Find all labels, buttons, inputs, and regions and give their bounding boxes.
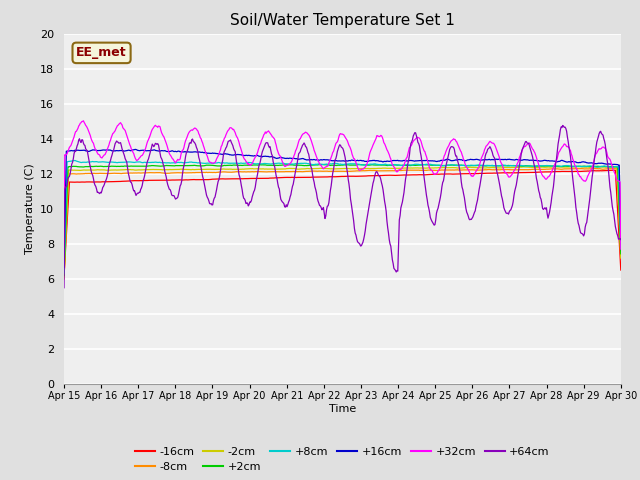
Line: -2cm: -2cm — [64, 167, 621, 277]
Title: Soil/Water Temperature Set 1: Soil/Water Temperature Set 1 — [230, 13, 455, 28]
+16cm — [127, 148, 135, 154]
+2cm — [318, 162, 326, 168]
-8cm — [127, 170, 135, 176]
Bar — [64, 279, 621, 314]
+64cm — [214, 182, 221, 188]
-16cm — [127, 178, 135, 184]
+64cm — [426, 215, 434, 220]
-8cm — [426, 168, 434, 173]
-2cm — [127, 167, 135, 173]
Line: -8cm: -8cm — [64, 168, 621, 279]
-16cm — [611, 168, 618, 173]
Line: +16cm: +16cm — [64, 149, 621, 267]
-8cm — [184, 170, 192, 176]
Bar — [64, 314, 621, 349]
Text: EE_met: EE_met — [76, 47, 127, 60]
+64cm — [184, 146, 192, 152]
+2cm — [411, 162, 419, 168]
Line: -16cm: -16cm — [64, 170, 621, 276]
+2cm — [617, 251, 625, 257]
+2cm — [184, 163, 192, 168]
-16cm — [617, 267, 625, 273]
-2cm — [617, 255, 625, 261]
Line: +64cm: +64cm — [64, 125, 621, 288]
-16cm — [410, 172, 418, 178]
+32cm — [214, 153, 222, 159]
-2cm — [60, 274, 68, 280]
Bar — [64, 349, 621, 384]
-16cm — [60, 274, 68, 279]
+8cm — [70, 158, 78, 164]
-8cm — [60, 276, 68, 282]
+64cm — [70, 151, 78, 156]
Bar — [64, 244, 621, 279]
-2cm — [70, 167, 78, 173]
+8cm — [71, 157, 79, 163]
-2cm — [575, 164, 583, 169]
+32cm — [60, 228, 68, 234]
+8cm — [128, 159, 136, 165]
Line: +8cm: +8cm — [64, 160, 621, 273]
-16cm — [184, 177, 192, 183]
-2cm — [184, 167, 192, 172]
+16cm — [60, 264, 68, 270]
+8cm — [617, 245, 625, 251]
+2cm — [127, 163, 135, 169]
+8cm — [60, 270, 68, 276]
+32cm — [411, 137, 419, 143]
+32cm — [185, 130, 193, 136]
Bar — [64, 69, 621, 104]
+32cm — [617, 246, 625, 252]
+32cm — [128, 147, 136, 153]
-2cm — [214, 167, 221, 172]
Line: +32cm: +32cm — [64, 121, 621, 249]
+8cm — [428, 162, 435, 168]
+8cm — [214, 159, 222, 165]
+8cm — [411, 161, 419, 167]
+32cm — [428, 167, 435, 173]
Bar — [64, 139, 621, 174]
+16cm — [185, 149, 193, 155]
Line: +2cm: +2cm — [64, 165, 621, 276]
-16cm — [214, 176, 221, 182]
-8cm — [617, 255, 625, 261]
+2cm — [428, 162, 435, 168]
+2cm — [70, 164, 78, 169]
+64cm — [559, 122, 566, 128]
+32cm — [79, 118, 87, 124]
+2cm — [214, 163, 221, 169]
-16cm — [70, 180, 78, 185]
+64cm — [60, 285, 68, 290]
+32cm — [70, 134, 78, 140]
+64cm — [617, 237, 625, 242]
+64cm — [410, 132, 418, 137]
-8cm — [214, 169, 221, 175]
-8cm — [70, 171, 78, 177]
X-axis label: Time: Time — [329, 404, 356, 414]
+2cm — [60, 273, 68, 278]
+8cm — [185, 159, 193, 165]
+16cm — [70, 148, 78, 154]
Bar — [64, 34, 621, 69]
Y-axis label: Temperature (C): Temperature (C) — [24, 163, 35, 254]
-8cm — [590, 166, 598, 171]
Bar — [64, 104, 621, 139]
+16cm — [617, 235, 625, 241]
+16cm — [131, 146, 139, 152]
-2cm — [410, 165, 418, 171]
-2cm — [426, 165, 434, 171]
+16cm — [428, 158, 435, 164]
+16cm — [214, 151, 222, 156]
-16cm — [426, 172, 434, 178]
+16cm — [411, 158, 419, 164]
-8cm — [410, 168, 418, 173]
Legend: -16cm, -8cm, -2cm, +2cm, +8cm, +16cm, +32cm, +64cm: -16cm, -8cm, -2cm, +2cm, +8cm, +16cm, +3… — [131, 442, 554, 477]
+64cm — [127, 180, 135, 185]
Bar — [64, 174, 621, 209]
Bar — [64, 209, 621, 244]
